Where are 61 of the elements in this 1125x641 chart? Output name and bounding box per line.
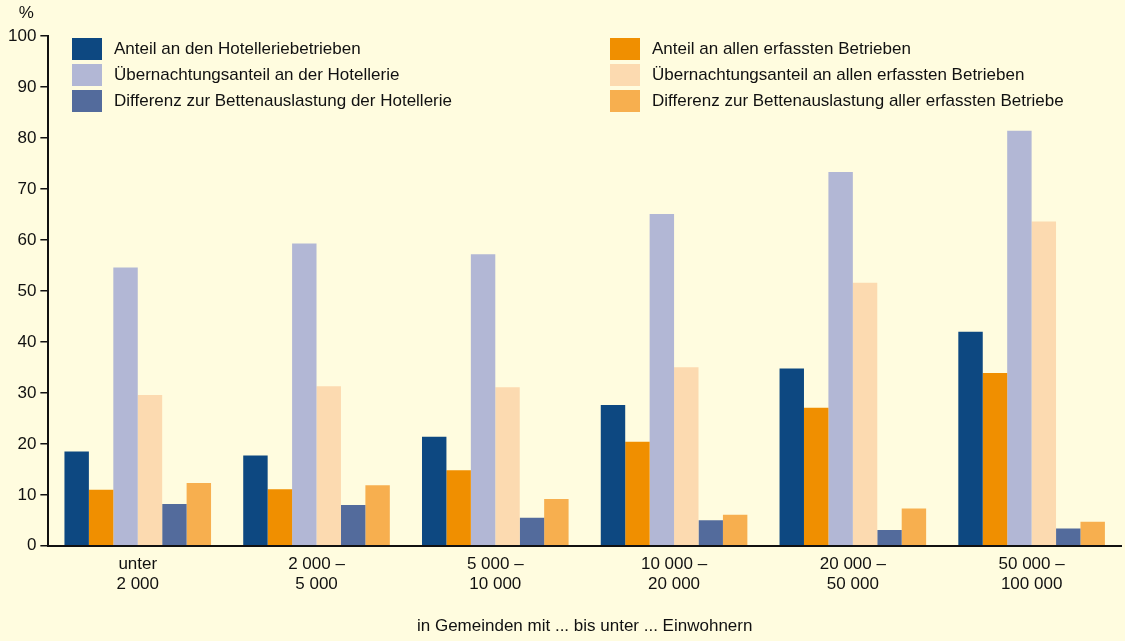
bar (1007, 130, 1032, 546)
bar (1031, 221, 1057, 546)
y-tick-label: 20 (17, 433, 37, 453)
x-tick-label: unter 2 000 (116, 553, 160, 594)
y-tick-label: 100 (7, 25, 37, 45)
y-tick-label: 90 (17, 76, 37, 96)
bar (88, 489, 114, 546)
x-axis-title: in Gemeinden mit ... bis unter ... Einwohnern (416, 616, 753, 636)
bar (243, 455, 268, 546)
x-tick-label: 50 000 – 100 000 (998, 553, 1066, 594)
legend-label: Übernachtungsanteil an der Hotellerie (114, 65, 400, 85)
bar (600, 405, 626, 546)
bar (1080, 521, 1105, 546)
bar (113, 267, 138, 546)
bar (674, 367, 699, 546)
bar (267, 489, 293, 546)
bar (649, 213, 675, 546)
bar (470, 254, 496, 546)
bar (186, 483, 212, 546)
bar (779, 368, 804, 546)
x-tick-label: 10 000 – 20 000 (640, 553, 708, 594)
legend-label: Differenz zur Bettenauslastung der Hotellerie (114, 91, 452, 111)
bar (982, 372, 1008, 546)
bar (340, 505, 366, 546)
y-tick-label: 80 (17, 127, 37, 147)
bar (64, 451, 89, 546)
x-tick-label: 5 000 – 10 000 (466, 553, 525, 594)
y-tick-label: 40 (17, 331, 37, 351)
bar (162, 504, 187, 546)
legend-label: Anteil an den Hotelleriebetrieben (114, 39, 361, 59)
bar (698, 520, 723, 546)
bar (625, 441, 650, 546)
y-tick-label: 30 (17, 382, 37, 402)
bar (803, 407, 829, 546)
y-tick-label: 0 (26, 535, 37, 555)
bar (519, 517, 545, 546)
bar (365, 485, 390, 546)
bar (446, 470, 471, 546)
legend-label: Übernachtungsanteil an allen erfassten Betrieben (652, 65, 1025, 85)
bar (544, 498, 569, 546)
bar (901, 508, 927, 546)
bar (877, 530, 902, 546)
y-tick-label: 10 (17, 484, 37, 504)
bar (722, 514, 748, 546)
bar (422, 436, 447, 546)
bar (495, 387, 520, 546)
bar (316, 386, 341, 546)
bar (828, 172, 853, 546)
y-axis-title: % (18, 3, 34, 23)
y-tick-label: 60 (17, 229, 37, 249)
bar (137, 394, 163, 546)
y-tick-label: 70 (17, 178, 37, 198)
legend-label: Differenz zur Bettenauslastung aller erfassten Betriebe (652, 91, 1064, 111)
bar (852, 282, 878, 546)
bar (1056, 528, 1081, 546)
bar (292, 243, 317, 546)
y-tick-label: 50 (17, 280, 37, 300)
legend-label: Anteil an allen erfassten Betrieben (652, 39, 911, 59)
x-tick-label: 2 000 – 5 000 (288, 553, 346, 594)
x-tick-label: 20 000 – 50 000 (819, 553, 887, 594)
bar (958, 331, 983, 546)
